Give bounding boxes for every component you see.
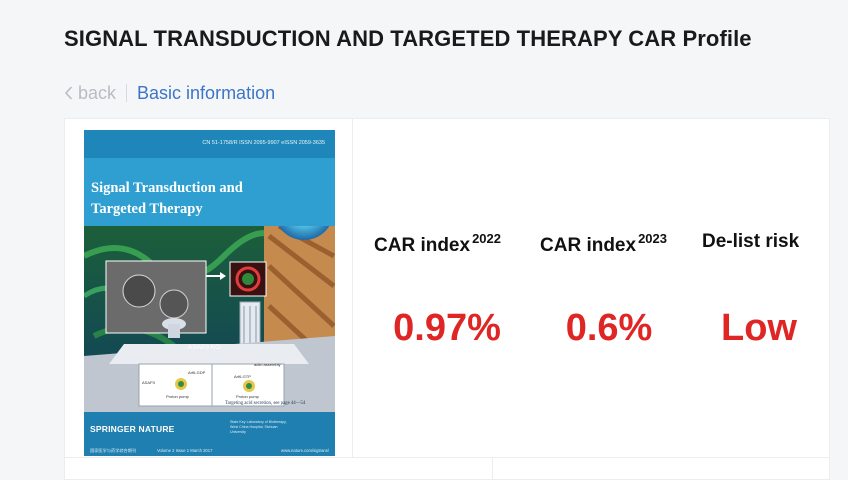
page-title: SIGNAL TRANSDUCTION AND TARGETED THERAPY… [64,26,752,51]
cover-label-actin: actin assembly [254,362,280,367]
cover-footer-left: 国家医学与药学综合期刊 [90,448,137,453]
card-divider [492,458,493,480]
cover-caption: Targeting acid secretion, see page 44—54 [225,401,306,406]
cover-illustration: ASAP3 KO ASAP3 Arf6-GDP Arf6-GTP actin a… [84,226,335,416]
cover-label-pump1: Proton pump [166,394,190,399]
profile-card: CN 51-1758/R ISSN 2095-9907 eISSN 2059-3… [64,118,830,459]
cover-label-arf6gdp: Arf6-GDP [188,370,206,375]
metric-year: 2023 [638,231,667,246]
metric-car-index-2022-value: 0.97% [393,307,501,349]
cover-cell: CN 51-1758/R ISSN 2095-9907 eISSN 2059-3… [65,119,353,459]
cover-publisher: SPRINGER NATURE [90,424,175,434]
metric-label: CAR index [374,235,471,256]
back-button[interactable]: back [64,83,116,104]
journal-cover-image: CN 51-1758/R ISSN 2095-9907 eISSN 2059-3… [84,130,335,456]
metric-delist-risk-label: De-list risk [702,231,799,253]
metrics-panel: CAR index 2022 CAR index 2023 De-list risk… [353,119,829,459]
cover-label-arf6gtp: Arf6-GTP [234,374,251,379]
cover-footer-url: www.nature.com/sigtrans/ [281,448,329,453]
chevron-left-icon [64,86,73,100]
cover-issn: CN 51-1758/R ISSN 2095-9907 eISSN 2059-3… [202,140,325,146]
metric-label: CAR index [540,235,637,256]
breadcrumb: back Basic information [64,80,275,106]
cover-title-band [84,158,335,228]
metric-car-index-2023-value: 0.6% [565,307,653,349]
metric-delist-risk-value: Low [721,307,797,349]
cover-top-band [84,130,335,158]
cover-bottom-band [84,412,335,456]
cover-institution: State Key Laboratory of Biotherapy, West… [230,420,287,434]
breadcrumb-current[interactable]: Basic information [137,82,276,103]
next-card-edge [64,458,830,480]
metric-label: De-list risk [702,231,800,252]
cover-footer-volume: Volume 2 Issue 1 March 2017 [157,448,213,453]
back-label: back [78,82,117,103]
metric-year: 2022 [472,231,501,246]
cover-label-ko: ASAP3 KO [188,344,220,351]
metric-car-index-2023-label: CAR index 2023 [540,231,667,257]
breadcrumb-separator [126,84,128,102]
metric-car-index-2022-label: CAR index 2022 [374,231,501,257]
cover-journal-title: Signal Transduction and Targeted Therapy [91,180,243,217]
cover-label-pump2: Proton pump [236,394,260,399]
cover-label-asap3: ASAP3 [142,380,156,385]
